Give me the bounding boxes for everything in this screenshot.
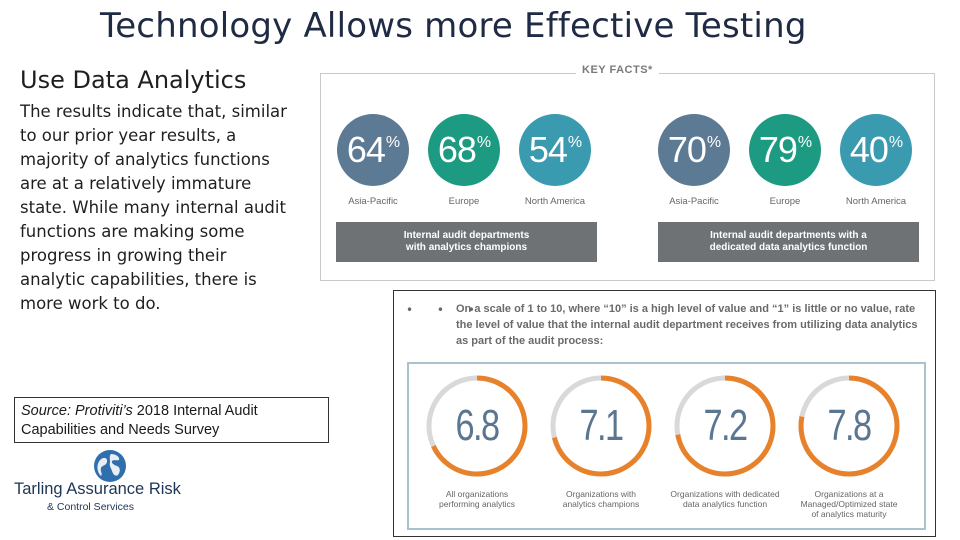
ring-label: Organizations with analytics champions [536,489,666,509]
stat-circle-apac-dedicated: 70% [658,114,730,186]
stat-unit: % [797,134,812,151]
stat-region: Europe [448,196,480,207]
value-scale-panel: • • • On a scale of 1 to 10, where “10” … [393,290,936,537]
stat-value: 68 [437,129,477,170]
progress-ring-graphic [798,375,900,477]
ring-label: Organizations with dedicated data analyt… [660,489,790,509]
ring-fill [798,375,900,477]
key-facts-panel: KEY FACTS* 64% Asia-Pacific 68% Europe 5… [320,64,935,281]
stat-value: 64 [346,129,386,170]
company-logo: Tarling Assurance Risk & Control Service… [14,448,184,518]
stat-region: North America [845,196,907,207]
stat-unit: % [706,134,721,151]
stat-region: Asia-Pacific [348,196,398,207]
ring-label: Organizations at a Managed/Optimized sta… [784,489,914,519]
key-facts-title: KEY FACTS* [576,64,659,76]
stat-circle-europe-dedicated: 79% [749,114,821,186]
ring-label: All organizations performing analytics [412,489,542,509]
champions-caption-bar: Internal audit departments with analytic… [336,222,597,262]
caption-line: with analytics champions [405,242,528,253]
stat-unit: % [476,134,491,151]
caption-line: dedicated data analytics function [709,242,868,253]
rating-value: 7.1 [579,401,624,450]
rating-ring: 7.8 [795,372,903,480]
progress-ring-graphic [674,375,776,477]
ring-label-line: All organizations [445,489,509,499]
source-rest: 2018 Internal Audit Capabilities and Nee… [21,403,258,438]
ring-label-line: performing analytics [438,499,516,509]
stat-value: 70 [667,129,707,170]
source-citation: Source: Protiviti’s 2018 Internal Audit … [14,397,329,443]
rating-value: 7.2 [703,401,748,450]
ring-fill [674,375,776,477]
stat-value: 54 [528,129,568,170]
progress-ring-graphic [426,375,528,477]
dedicated-caption-bar: Internal audit departments with a dedica… [658,222,919,262]
ring-label-line: Organizations at a [814,489,884,499]
rating-value: 6.8 [455,401,500,450]
ring-label-line: Managed/Optimized state [800,499,898,509]
logo-subtitle: & Control Services [47,501,134,513]
stat-region: Asia-Pacific [669,196,719,207]
rating-ring: 6.8 [423,372,531,480]
ring-label-line: of analytics maturity [811,509,887,519]
rating-ring: 7.2 [671,372,779,480]
stat-unit: % [385,134,400,151]
survey-question: On a scale of 1 to 10, where “10” is a h… [456,303,918,347]
globe-icon [94,450,126,482]
stat-value: 79 [758,129,798,170]
bullet-dots: • • • [406,303,485,317]
stat-circle-na-dedicated: 40% [840,114,912,186]
slide-subtitle: Use Data Analytics [20,66,247,94]
stat-region: Europe [769,196,801,207]
slide-title: Technology Allows more Effective Testing [100,6,807,46]
ring-label-line: analytics champions [562,499,640,509]
ring-label-line: data analytics function [682,499,768,509]
stat-region: North America [524,196,586,207]
stat-unit: % [567,134,582,151]
ring-label-line: Organizations with [566,489,636,499]
progress-ring-graphic [550,375,652,477]
stat-circle-europe-champions: 68% [428,114,500,186]
slide-body-text: The results indicate that, similar to ou… [20,102,287,313]
ring-fill [426,375,528,477]
ring-fill [550,375,652,477]
rating-value: 7.8 [827,401,872,450]
ring-label-line: Organizations with dedicated [670,489,780,499]
caption-line: Internal audit departments [403,230,530,241]
stat-circle-na-champions: 54% [519,114,591,186]
caption-line: Internal audit departments with a [710,230,867,241]
rings-container: 6.8 All organizations performing analyti… [407,362,926,530]
rating-ring: 7.1 [547,372,655,480]
source-italic: Source: Protiviti’s [21,403,133,419]
stat-unit: % [888,134,903,151]
stat-value: 40 [849,129,889,170]
stat-circle-apac-champions: 64% [337,114,409,186]
logo-name: Tarling Assurance Risk [14,480,181,498]
